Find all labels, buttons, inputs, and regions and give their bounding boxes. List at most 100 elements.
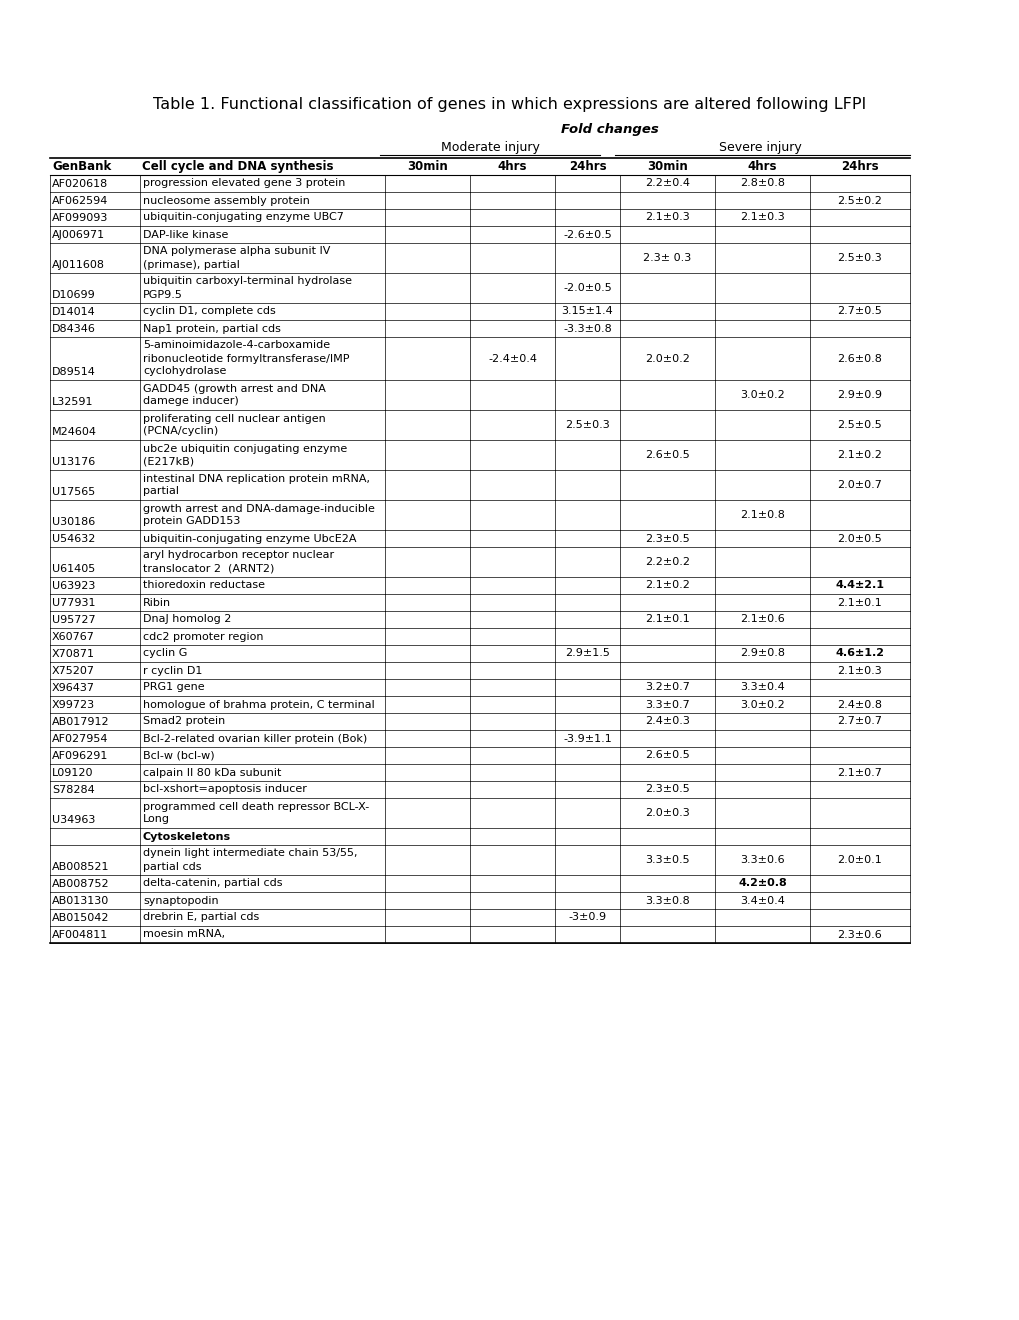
Text: moesin mRNA,: moesin mRNA, xyxy=(143,929,225,940)
Text: Bcl-w (bcl-w): Bcl-w (bcl-w) xyxy=(143,751,214,760)
Text: 4.6±1.2: 4.6±1.2 xyxy=(835,648,883,659)
Text: U13176: U13176 xyxy=(52,457,95,467)
Text: 2.9±0.8: 2.9±0.8 xyxy=(739,648,785,659)
Text: AF096291: AF096291 xyxy=(52,751,108,762)
Text: Nap1 protein, partial cds: Nap1 protein, partial cds xyxy=(143,323,280,334)
Text: 2.6±0.5: 2.6±0.5 xyxy=(644,450,689,459)
Text: X60767: X60767 xyxy=(52,632,95,642)
Text: X99723: X99723 xyxy=(52,700,95,710)
Text: (PCNA/cyclin): (PCNA/cyclin) xyxy=(143,426,218,437)
Text: 2.3±0.6: 2.3±0.6 xyxy=(837,929,881,940)
Text: translocator 2  (ARNT2): translocator 2 (ARNT2) xyxy=(143,564,274,573)
Text: U17565: U17565 xyxy=(52,487,95,498)
Text: ubc2e ubiquitin conjugating enzyme: ubc2e ubiquitin conjugating enzyme xyxy=(143,444,346,454)
Text: U63923: U63923 xyxy=(52,581,96,591)
Text: U77931: U77931 xyxy=(52,598,96,609)
Text: 30min: 30min xyxy=(646,160,687,173)
Text: Fold changes: Fold changes xyxy=(560,124,658,136)
Text: 2.1±0.3: 2.1±0.3 xyxy=(644,213,689,223)
Text: AJ006971: AJ006971 xyxy=(52,230,105,240)
Text: Moderate injury: Moderate injury xyxy=(440,141,539,154)
Text: D10699: D10699 xyxy=(52,290,96,300)
Text: partial: partial xyxy=(143,487,178,496)
Text: U54632: U54632 xyxy=(52,535,96,544)
Text: Smad2 protein: Smad2 protein xyxy=(143,717,225,726)
Text: U30186: U30186 xyxy=(52,517,95,527)
Text: ubiquitin-conjugating enzyme UBC7: ubiquitin-conjugating enzyme UBC7 xyxy=(143,213,343,223)
Text: 2.5±0.3: 2.5±0.3 xyxy=(565,420,609,430)
Text: progression elevated gene 3 protein: progression elevated gene 3 protein xyxy=(143,178,345,189)
Text: 3.0±0.2: 3.0±0.2 xyxy=(740,700,784,710)
Text: AF004811: AF004811 xyxy=(52,931,108,940)
Text: AJ011608: AJ011608 xyxy=(52,260,105,271)
Text: damege inducer): damege inducer) xyxy=(143,396,238,407)
Text: 4hrs: 4hrs xyxy=(497,160,527,173)
Text: cyclohydrolase: cyclohydrolase xyxy=(143,367,226,376)
Text: 5-aminoimidazole-4-carboxamide: 5-aminoimidazole-4-carboxamide xyxy=(143,341,330,351)
Text: Table 1. Functional classification of genes in which expressions are altered fol: Table 1. Functional classification of ge… xyxy=(153,98,866,112)
Text: U95727: U95727 xyxy=(52,615,96,624)
Text: AB008521: AB008521 xyxy=(52,862,109,873)
Text: 24hrs: 24hrs xyxy=(569,160,605,173)
Text: ribonucleotide formyltransferase/IMP: ribonucleotide formyltransferase/IMP xyxy=(143,354,350,363)
Text: L09120: L09120 xyxy=(52,768,94,777)
Text: thioredoxin reductase: thioredoxin reductase xyxy=(143,581,265,590)
Text: ubiquitin carboxyl-terminal hydrolase: ubiquitin carboxyl-terminal hydrolase xyxy=(143,276,352,286)
Text: DnaJ homolog 2: DnaJ homolog 2 xyxy=(143,615,231,624)
Text: homologue of brahma protein, C terminal: homologue of brahma protein, C terminal xyxy=(143,700,374,710)
Text: 3.0±0.2: 3.0±0.2 xyxy=(740,389,784,400)
Text: dynein light intermediate chain 53/55,: dynein light intermediate chain 53/55, xyxy=(143,849,357,858)
Text: AB017912: AB017912 xyxy=(52,717,109,727)
Text: r cyclin D1: r cyclin D1 xyxy=(143,665,202,676)
Text: X96437: X96437 xyxy=(52,682,95,693)
Text: 3.3±0.7: 3.3±0.7 xyxy=(644,700,689,710)
Text: U61405: U61405 xyxy=(52,564,95,574)
Text: 2.0±0.3: 2.0±0.3 xyxy=(644,808,689,818)
Text: 2.9±0.9: 2.9±0.9 xyxy=(837,389,881,400)
Text: 2.1±0.8: 2.1±0.8 xyxy=(740,510,785,520)
Text: 2.6±0.5: 2.6±0.5 xyxy=(644,751,689,760)
Text: AF027954: AF027954 xyxy=(52,734,108,744)
Text: 2.5±0.3: 2.5±0.3 xyxy=(837,253,881,263)
Text: synaptopodin: synaptopodin xyxy=(143,895,218,906)
Text: 2.1±0.3: 2.1±0.3 xyxy=(740,213,784,223)
Text: Long: Long xyxy=(143,814,170,825)
Text: AF099093: AF099093 xyxy=(52,213,108,223)
Text: -2.0±0.5: -2.0±0.5 xyxy=(562,282,611,293)
Text: (primase), partial: (primase), partial xyxy=(143,260,239,269)
Text: X75207: X75207 xyxy=(52,667,95,676)
Text: 4hrs: 4hrs xyxy=(747,160,776,173)
Text: cyclin D1, complete cds: cyclin D1, complete cds xyxy=(143,306,275,317)
Text: nucleosome assembly protein: nucleosome assembly protein xyxy=(143,195,310,206)
Text: delta-catenin, partial cds: delta-catenin, partial cds xyxy=(143,879,282,888)
Text: -3.3±0.8: -3.3±0.8 xyxy=(562,323,611,334)
Text: Severe injury: Severe injury xyxy=(718,141,801,154)
Text: DAP-like kinase: DAP-like kinase xyxy=(143,230,228,239)
Text: (E217kB): (E217kB) xyxy=(143,457,194,466)
Text: bcl-xshort=apoptosis inducer: bcl-xshort=apoptosis inducer xyxy=(143,784,307,795)
Text: 2.7±0.7: 2.7±0.7 xyxy=(837,717,881,726)
Text: 2.1±0.2: 2.1±0.2 xyxy=(644,581,689,590)
Text: 3.4±0.4: 3.4±0.4 xyxy=(740,895,785,906)
Text: intestinal DNA replication protein mRNA,: intestinal DNA replication protein mRNA, xyxy=(143,474,370,483)
Text: 2.7±0.5: 2.7±0.5 xyxy=(837,306,881,317)
Text: 2.3±0.5: 2.3±0.5 xyxy=(644,533,689,544)
Text: S78284: S78284 xyxy=(52,785,95,795)
Text: 3.3±0.4: 3.3±0.4 xyxy=(740,682,784,693)
Text: 2.0±0.5: 2.0±0.5 xyxy=(837,533,881,544)
Text: 24hrs: 24hrs xyxy=(841,160,878,173)
Text: AF020618: AF020618 xyxy=(52,180,108,189)
Text: 2.3± 0.3: 2.3± 0.3 xyxy=(643,253,691,263)
Text: 2.2±0.2: 2.2±0.2 xyxy=(644,557,689,568)
Text: -3±0.9: -3±0.9 xyxy=(568,912,606,923)
Text: AB015042: AB015042 xyxy=(52,913,109,923)
Text: ubiquitin-conjugating enzyme UbcE2A: ubiquitin-conjugating enzyme UbcE2A xyxy=(143,533,357,544)
Text: AB008752: AB008752 xyxy=(52,879,109,888)
Text: cdc2 promoter region: cdc2 promoter region xyxy=(143,631,263,642)
Text: U34963: U34963 xyxy=(52,814,96,825)
Text: D84346: D84346 xyxy=(52,323,96,334)
Text: 3.3±0.6: 3.3±0.6 xyxy=(740,855,784,865)
Text: 2.1±0.7: 2.1±0.7 xyxy=(837,767,881,777)
Text: Cytoskeletons: Cytoskeletons xyxy=(143,832,231,842)
Text: Bcl-2-related ovarian killer protein (Bok): Bcl-2-related ovarian killer protein (Bo… xyxy=(143,734,367,743)
